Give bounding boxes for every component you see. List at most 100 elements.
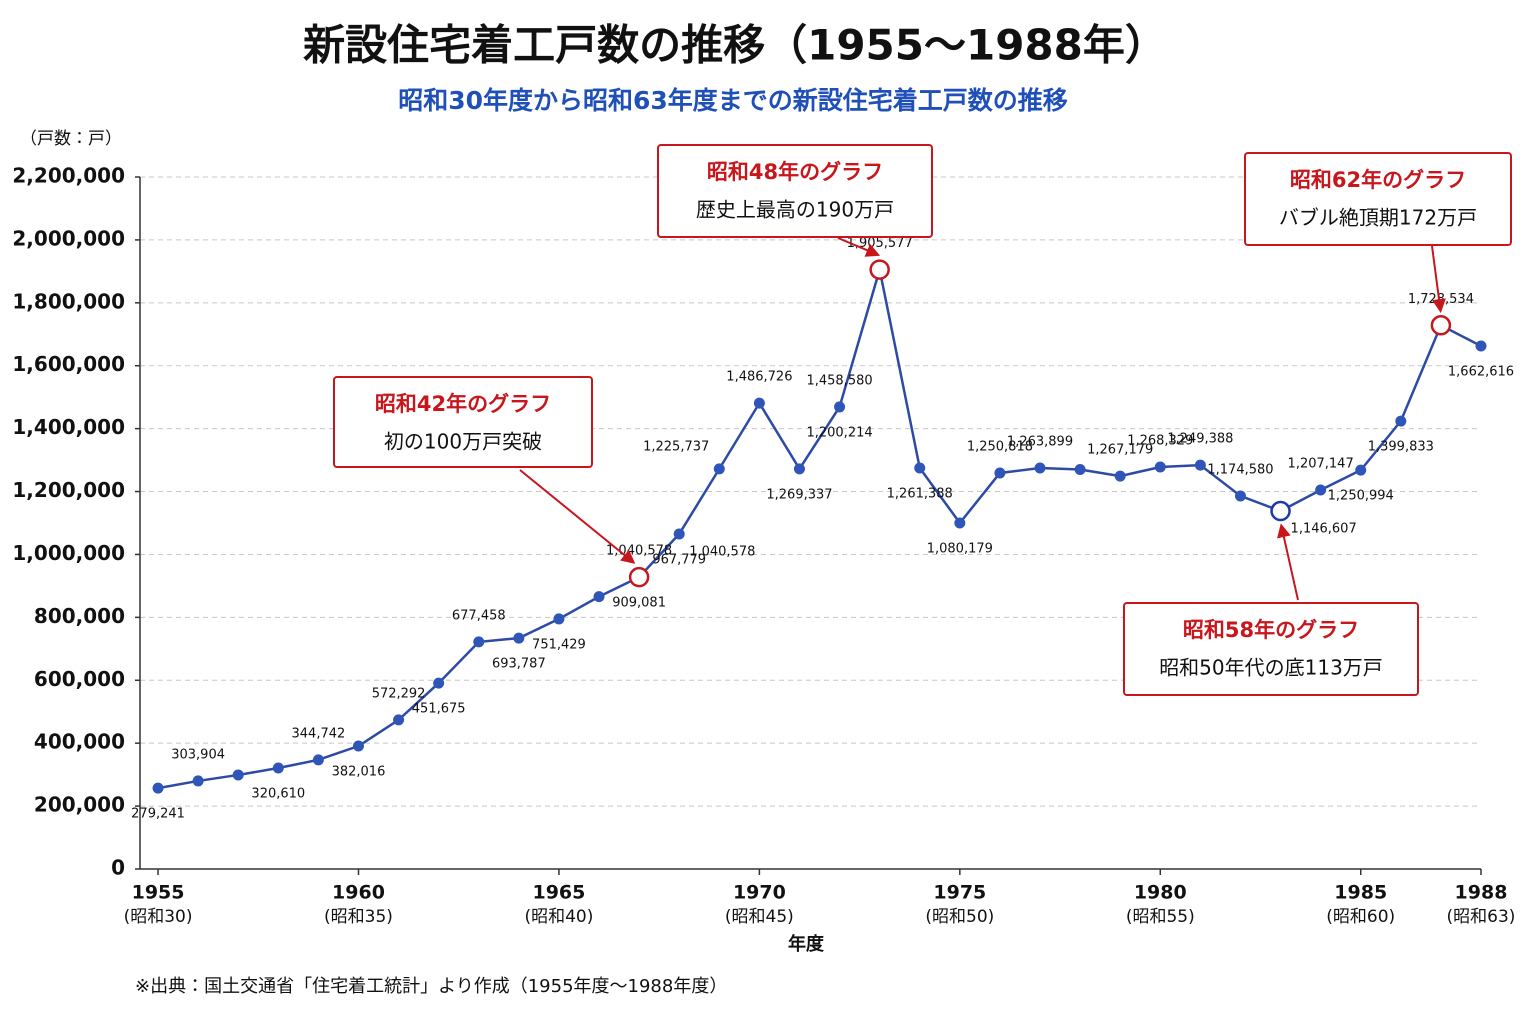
data-label: 909,081 xyxy=(612,596,666,611)
x-tick-sublabel: (昭和50) xyxy=(925,907,994,927)
data-label: 1,225,737 xyxy=(643,439,709,454)
data-label: 1,040,578 xyxy=(689,545,755,560)
data-label: 1,207,147 xyxy=(1288,456,1354,471)
highlight-ring xyxy=(1270,500,1291,522)
callout-title: 昭和42年のグラフ xyxy=(375,392,551,416)
y-tick-label: 1,000,000 xyxy=(12,541,125,565)
data-point xyxy=(1395,415,1407,427)
data-label: 382,016 xyxy=(332,765,386,780)
x-tick-label: 1970 xyxy=(733,882,786,904)
data-label: 279,241 xyxy=(131,807,185,822)
x-axis-label: 年度 xyxy=(788,933,825,955)
data-label: 1,268,329 xyxy=(1127,434,1193,449)
highlight-ring xyxy=(628,566,650,588)
data-point xyxy=(232,769,244,781)
data-point xyxy=(834,401,846,413)
data-point xyxy=(1475,340,1487,352)
x-tick-label: 1985 xyxy=(1334,882,1387,904)
data-point xyxy=(1074,464,1086,476)
data-label: 1,728,534 xyxy=(1408,292,1474,307)
data-label: 1,249,388 xyxy=(1167,432,1233,447)
callout-arrow xyxy=(1277,523,1299,601)
y-tick-label: 1,800,000 xyxy=(12,289,125,313)
y-tick-label: 1,200,000 xyxy=(12,478,125,502)
y-tick-label: 600,000 xyxy=(34,667,125,691)
data-point xyxy=(393,714,405,726)
callout-title: 昭和58年のグラフ xyxy=(1183,618,1359,642)
data-point xyxy=(994,467,1006,479)
data-label: 1,200,214 xyxy=(806,425,872,440)
data-label: 344,742 xyxy=(292,726,346,741)
data-label: 1,662,616 xyxy=(1448,365,1514,380)
data-label: 451,675 xyxy=(412,702,466,717)
data-label: 1,269,337 xyxy=(766,487,832,502)
data-label: 1,250,818 xyxy=(967,439,1033,454)
data-label: 1,261,388 xyxy=(887,486,953,501)
data-point xyxy=(1034,462,1046,474)
data-label: 320,610 xyxy=(251,787,305,802)
highlight-ring xyxy=(869,259,890,280)
data-label: 1,146,607 xyxy=(1291,522,1357,537)
data-point xyxy=(473,636,485,648)
x-tick-label: 1960 xyxy=(332,882,385,904)
data-label: 1,263,899 xyxy=(1007,434,1073,449)
callout-box xyxy=(1123,602,1419,696)
callout-box xyxy=(1244,152,1512,246)
chart-title: 新設住宅着工戸数の推移（1955〜1988年） xyxy=(303,21,1167,70)
data-point xyxy=(1154,461,1166,473)
data-label: 572,292 xyxy=(372,686,426,701)
plot-area: 279,241 303,904 320,610 344,742 382,016 572,2… xyxy=(131,144,1514,822)
y-tick-label: 200,000 xyxy=(34,793,125,817)
data-point xyxy=(1114,470,1126,482)
x-tick-sublabel: (昭和45) xyxy=(725,907,794,927)
data-point xyxy=(753,397,765,409)
data-point xyxy=(954,517,966,529)
data-point xyxy=(673,528,685,540)
data-label: 1,174,580 xyxy=(1207,462,1273,477)
data-point xyxy=(513,632,525,644)
y-tick-label: 1,400,000 xyxy=(12,415,125,439)
data-point xyxy=(152,782,164,794)
data-label: 1,267,179 xyxy=(1087,443,1153,458)
data-point xyxy=(1194,459,1206,471)
data-point xyxy=(272,762,284,774)
data-label: 751,429 xyxy=(532,637,586,652)
callout-text: 昭和50年代の底113万戸 xyxy=(1159,656,1383,680)
callout-arrow xyxy=(1431,245,1446,314)
callout-text: 歴史上最高の190万戸 xyxy=(696,198,894,222)
data-point xyxy=(1355,464,1367,476)
data-point xyxy=(793,463,805,475)
x-tick-label: 1980 xyxy=(1134,882,1187,904)
data-point xyxy=(192,775,204,787)
callout-title: 昭和62年のグラフ xyxy=(1290,168,1466,192)
callout-text: バブル絶頂期172万戸 xyxy=(1279,206,1477,230)
data-point xyxy=(1234,490,1246,502)
data-point xyxy=(433,677,445,689)
x-tick-sublabel: (昭和30) xyxy=(124,907,193,927)
callout-box xyxy=(657,144,933,238)
x-tick-sublabel: (昭和60) xyxy=(1326,907,1395,927)
data-label: 303,904 xyxy=(171,747,225,762)
chart-subtitle: 昭和30年度から昭和63年度までの新設住宅着工戸数の推移 xyxy=(398,86,1068,115)
data-point xyxy=(593,591,605,603)
y-unit-label: （戸数：戸） xyxy=(20,129,122,149)
data-label: 677,458 xyxy=(452,608,506,623)
x-tick-label: 1988 xyxy=(1455,882,1508,904)
callout-title: 昭和48年のグラフ xyxy=(707,160,883,184)
y-tick-label: 1,600,000 xyxy=(12,352,125,376)
data-label: 1,250,994 xyxy=(1328,489,1394,504)
y-tick-label: 2,000,000 xyxy=(12,226,125,250)
y-tick-label: 2,200,000 xyxy=(12,164,125,188)
x-tick-label: 1975 xyxy=(933,882,986,904)
series-line xyxy=(157,269,1482,790)
data-point xyxy=(553,613,565,625)
data-label: 1,080,179 xyxy=(927,542,993,557)
data-point xyxy=(312,754,324,766)
data-label: 967,779 xyxy=(652,553,706,568)
x-tick-sublabel: (昭和55) xyxy=(1126,907,1195,927)
callout-box xyxy=(333,376,593,468)
x-tick-sublabel: (昭和40) xyxy=(524,907,593,927)
callout-text: 初の100万戸突破 xyxy=(384,430,542,454)
x-tick-label: 1955 xyxy=(132,882,185,904)
